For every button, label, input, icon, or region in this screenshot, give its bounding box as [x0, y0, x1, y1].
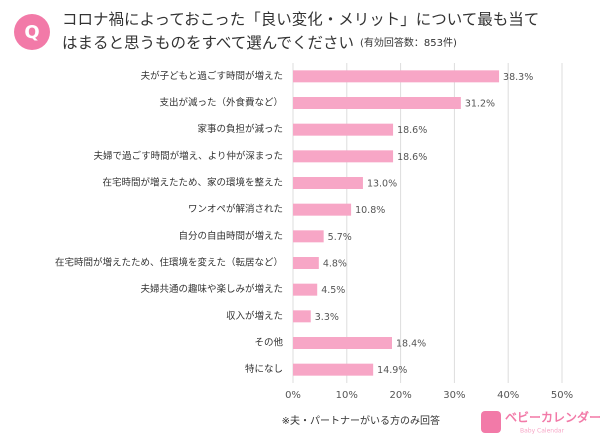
- y-tick-label: 家事の負担が減った: [197, 123, 283, 135]
- value-label: 14.9%: [377, 365, 407, 376]
- badge-circle: [14, 14, 50, 50]
- value-label: 18.6%: [397, 152, 427, 163]
- y-tick-label: 在宅時間が増えたため、住環境を変えた（転居など）: [55, 257, 283, 269]
- value-label: 10.8%: [355, 205, 385, 216]
- y-tick-label: ワンオペが解消された: [188, 203, 283, 215]
- bar: [293, 363, 374, 376]
- x-tick-label: 20%: [389, 390, 411, 401]
- bar: [293, 177, 363, 189]
- bar: [293, 150, 394, 163]
- bar: [293, 337, 392, 349]
- value-label: 4.5%: [321, 285, 345, 296]
- bar: [293, 230, 324, 243]
- x-tick-label: 30%: [443, 390, 465, 401]
- value-label: 5.7%: [328, 232, 352, 243]
- y-tick-label: 夫婦共通の趣味や楽しみが増えた: [140, 283, 283, 295]
- y-tick-label: 夫婦で過ごす時間が増え、より仲が深まった: [93, 150, 283, 162]
- y-tick-label: 自分の自由時間が増えた: [178, 230, 283, 242]
- chart-title: コロナ禍によっておこった「良い変化・メリット」について最も当て: [62, 11, 539, 29]
- x-tick-label: 0%: [285, 390, 301, 401]
- bar: [293, 257, 319, 269]
- bar: [293, 70, 500, 83]
- note: ※夫・パートナーがいる方のみ回答: [282, 414, 440, 427]
- value-label: 4.8%: [323, 259, 347, 270]
- value-label: 3.3%: [315, 312, 339, 323]
- x-tick-label: 50%: [551, 390, 573, 401]
- logo-sub: Baby Calendar: [520, 428, 565, 435]
- logo-icon: [481, 411, 501, 433]
- value-label: 18.4%: [396, 339, 426, 350]
- y-tick-label: 夫が子どもと過ごす時間が増えた: [141, 70, 283, 82]
- y-tick-label: 在宅時間が増えたため、家の環境を整えた: [102, 177, 283, 189]
- y-tick-label: 収入が増えた: [226, 310, 283, 322]
- y-tick-label: 支出が減った（外食費など）: [159, 97, 283, 109]
- chart-title: はまると思うものをすべて選んでください (有効回答数：853件): [62, 34, 457, 52]
- value-label: 13.0%: [367, 179, 397, 190]
- y-tick-label: 特になし: [245, 363, 283, 375]
- badge: Q: [24, 22, 39, 43]
- x-tick-label: 10%: [336, 390, 358, 401]
- bar: [293, 310, 311, 323]
- x-tick-label: 40%: [497, 390, 519, 401]
- logo-name: ベビーカレンダー: [505, 410, 600, 425]
- bar: [293, 123, 394, 136]
- value-label: 31.2%: [465, 99, 495, 110]
- chart-subtitle: (有効回答数：853件): [360, 36, 457, 49]
- value-label: 38.3%: [503, 72, 533, 83]
- bar: [293, 203, 352, 216]
- bar: [293, 283, 318, 296]
- y-tick-label: その他: [254, 337, 283, 349]
- chart-title: はまると思うものをすべて選んでください: [62, 34, 354, 52]
- value-label: 18.6%: [397, 125, 427, 136]
- bar: [293, 97, 461, 109]
